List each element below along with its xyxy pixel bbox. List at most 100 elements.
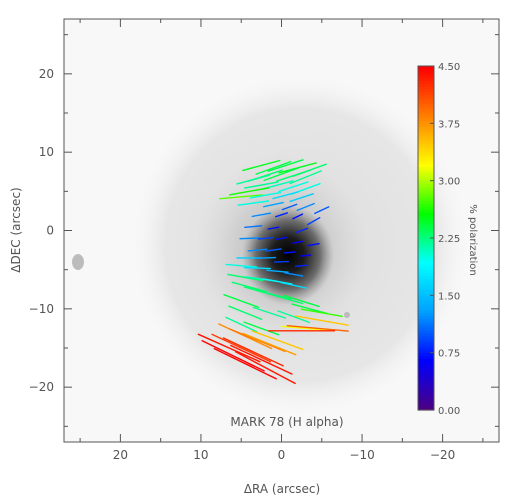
colorbar-segment bbox=[418, 321, 434, 325]
colorbar-segment bbox=[418, 146, 434, 150]
colorbar-segment bbox=[418, 200, 434, 205]
colorbar-segment bbox=[418, 303, 434, 308]
polarization-vector bbox=[255, 160, 292, 175]
colorbar-segment bbox=[418, 215, 434, 219]
colorbar-segment bbox=[418, 126, 434, 130]
polarization-vector bbox=[296, 202, 315, 212]
y-axis-label: ΔDEC (arcsec) bbox=[9, 187, 23, 272]
colorbar-segment bbox=[418, 66, 434, 70]
colorbar-segment bbox=[418, 209, 434, 213]
colorbar-segment bbox=[418, 260, 434, 265]
colorbar-segment bbox=[418, 68, 434, 73]
y-tick-label: −10 bbox=[29, 302, 54, 316]
polarization-vectors bbox=[197, 159, 349, 385]
colorbar-segment bbox=[418, 312, 434, 316]
colorbar-segment bbox=[418, 91, 434, 96]
colorbar-segment bbox=[418, 349, 434, 354]
colorbar-segment bbox=[418, 367, 434, 371]
polarization-vector bbox=[244, 181, 279, 189]
x-tick-label: −20 bbox=[430, 448, 455, 462]
colorbar-segment bbox=[418, 358, 434, 362]
polarization-vector bbox=[225, 316, 258, 333]
colorbar-segment bbox=[418, 166, 434, 170]
colorbar-segment bbox=[418, 154, 434, 159]
colorbar-segment bbox=[418, 137, 434, 142]
polarization-vector bbox=[289, 170, 322, 185]
polarization-vector bbox=[294, 315, 349, 326]
colorbar-segment bbox=[418, 283, 434, 288]
colorbar-segment bbox=[418, 88, 434, 93]
colorbar-segment bbox=[418, 272, 434, 276]
colorbar-segment bbox=[418, 131, 434, 136]
colorbar-segment bbox=[418, 332, 434, 337]
y-tick-label: −20 bbox=[29, 380, 54, 394]
polarization-vector bbox=[275, 236, 288, 241]
colorbar-segment bbox=[418, 389, 434, 394]
colorbar-segment bbox=[418, 220, 434, 225]
colorbar-segment bbox=[418, 341, 434, 345]
polarization-vector bbox=[278, 181, 309, 193]
colorbar-segment bbox=[418, 352, 434, 357]
polarization-vector bbox=[223, 294, 260, 308]
colorbar-label: % polarization bbox=[467, 204, 478, 275]
colorbar-segment bbox=[418, 177, 434, 182]
colorbar-segment bbox=[418, 71, 434, 76]
polarization-vector bbox=[263, 167, 300, 182]
polarization-vector bbox=[289, 193, 314, 203]
colorbar-segment bbox=[418, 235, 434, 239]
colorbar-segment bbox=[418, 80, 434, 84]
colorbar-segment bbox=[418, 238, 434, 242]
colorbar-segment bbox=[418, 117, 434, 122]
x-axis-label: ΔRA (arcsec) bbox=[244, 482, 320, 496]
polarization-vector bbox=[263, 201, 284, 208]
polarization-vector bbox=[234, 351, 296, 385]
colorbar-segment bbox=[418, 120, 434, 124]
polarization-vector bbox=[201, 340, 265, 372]
polarization-vector bbox=[283, 272, 304, 277]
colorbar-tick-label: 3.75 bbox=[438, 119, 460, 130]
colorbar-segment bbox=[418, 226, 434, 230]
colorbar-segment bbox=[418, 381, 434, 385]
colorbar-segment bbox=[418, 398, 434, 402]
polarization-vector bbox=[242, 159, 281, 172]
polarization-vector bbox=[267, 159, 304, 172]
colorbar-segment bbox=[418, 335, 434, 339]
colorbar-segment bbox=[418, 309, 434, 314]
colorbar-segment bbox=[418, 212, 434, 216]
polarization-vector bbox=[307, 216, 321, 226]
colorbar-segment bbox=[418, 74, 434, 79]
colorbar-segment bbox=[418, 364, 434, 368]
polarization-vector bbox=[257, 236, 273, 240]
polarization-vector bbox=[213, 347, 277, 380]
polarization-vector bbox=[254, 256, 276, 259]
colorbar-segment bbox=[418, 329, 434, 334]
colorbar-segment bbox=[418, 206, 434, 210]
colorbar-segment bbox=[418, 258, 434, 262]
polarization-vector bbox=[222, 337, 284, 367]
polarization-vector bbox=[228, 328, 286, 352]
colorbar-segment bbox=[418, 157, 434, 162]
colorbar-segment bbox=[418, 395, 434, 400]
colorbar-segment bbox=[418, 197, 434, 202]
polarization-vector bbox=[237, 200, 270, 206]
colorbar-segment bbox=[418, 97, 434, 101]
polarization-vector bbox=[225, 263, 258, 268]
colorbar-segment bbox=[418, 174, 434, 179]
colorbar-segment bbox=[418, 152, 434, 156]
colorbar-segment bbox=[418, 372, 434, 377]
polarization-vector bbox=[219, 194, 264, 200]
colorbar-segment bbox=[418, 129, 434, 133]
polarization-vector bbox=[227, 273, 264, 282]
colorbar-segment bbox=[418, 269, 434, 273]
colorbar-segment bbox=[418, 111, 434, 116]
colorbar-segment bbox=[418, 240, 434, 245]
colorbar-segment bbox=[418, 134, 434, 139]
polarization-vector bbox=[249, 191, 282, 199]
colorbar-segment bbox=[418, 249, 434, 253]
colorbar-segment bbox=[418, 189, 434, 193]
polarization-vector bbox=[300, 254, 312, 257]
polarization-vector bbox=[280, 325, 331, 332]
colorbar-segment bbox=[418, 172, 434, 176]
polarization-vector bbox=[228, 305, 263, 320]
colorbar-tick-label: 4.50 bbox=[438, 62, 460, 73]
